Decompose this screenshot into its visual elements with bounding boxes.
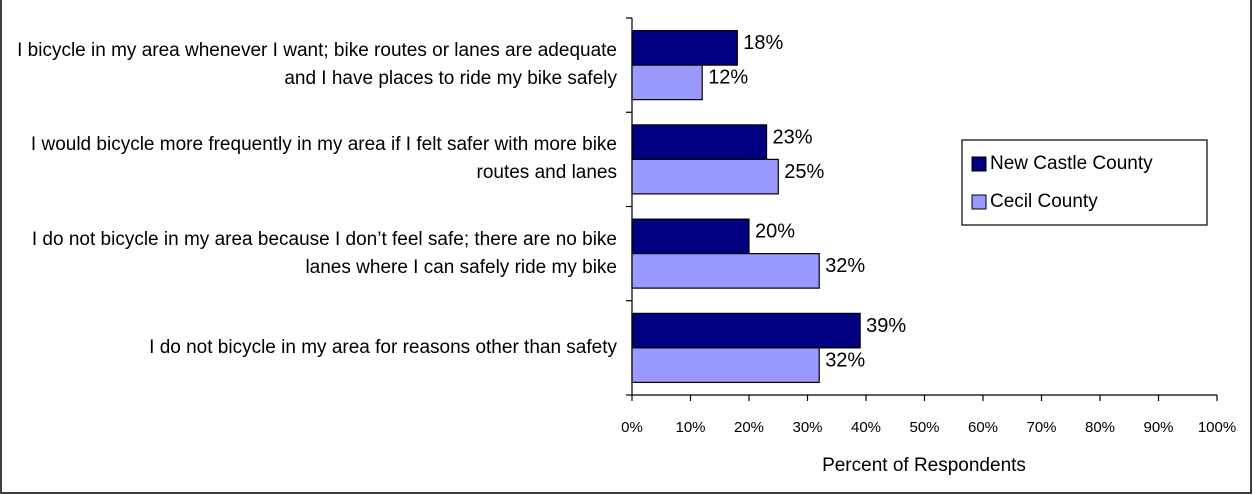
bar	[631, 124, 768, 160]
y-tick-label: I would bicycle more frequently in my ar…	[30, 134, 617, 184]
value-label: 32%	[825, 255, 865, 277]
value-label: 23%	[773, 126, 813, 148]
x-tick-label: 0%	[621, 419, 643, 436]
y-tick-label: I do not bicycle in my area for reasons …	[149, 336, 617, 358]
x-tick-label: 70%	[1026, 419, 1056, 436]
bar	[631, 347, 820, 383]
legend-label: Cecil County	[990, 191, 1098, 212]
bar	[631, 158, 779, 195]
x-tick-label: 50%	[909, 419, 939, 436]
x-tick-label: 20%	[734, 419, 764, 436]
legend-swatch	[971, 156, 987, 172]
value-label: 12%	[708, 67, 748, 89]
x-tick-label: 80%	[1085, 419, 1115, 436]
y-tick-label: I do not bicycle in my area because I do…	[31, 228, 617, 278]
x-axis-title: Percent of Respondents	[822, 455, 1026, 476]
x-tick-label: 100%	[1198, 419, 1236, 436]
x-tick-label: 90%	[1143, 419, 1173, 436]
bar	[631, 312, 861, 349]
y-tick-label: I bicycle in my area whenever I want; bi…	[17, 40, 617, 90]
bar	[631, 253, 820, 289]
legend-box	[961, 139, 1208, 226]
bar	[631, 30, 738, 66]
x-tick-label: 30%	[792, 419, 822, 436]
legend-swatch	[971, 194, 987, 210]
value-label: 20%	[755, 221, 795, 243]
bar	[631, 218, 750, 255]
x-tick-label: 10%	[675, 419, 705, 436]
x-tick-label: 60%	[968, 419, 998, 436]
value-label: 39%	[866, 315, 906, 337]
legend-label: New Castle County	[990, 153, 1153, 174]
value-label: 18%	[743, 32, 783, 54]
value-label: 32%	[825, 349, 865, 371]
bar	[631, 64, 703, 101]
x-tick-label: 40%	[851, 419, 881, 436]
value-label: 25%	[784, 161, 824, 183]
